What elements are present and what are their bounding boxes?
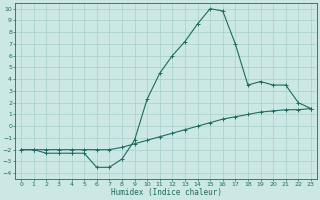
X-axis label: Humidex (Indice chaleur): Humidex (Indice chaleur) [110,188,221,197]
